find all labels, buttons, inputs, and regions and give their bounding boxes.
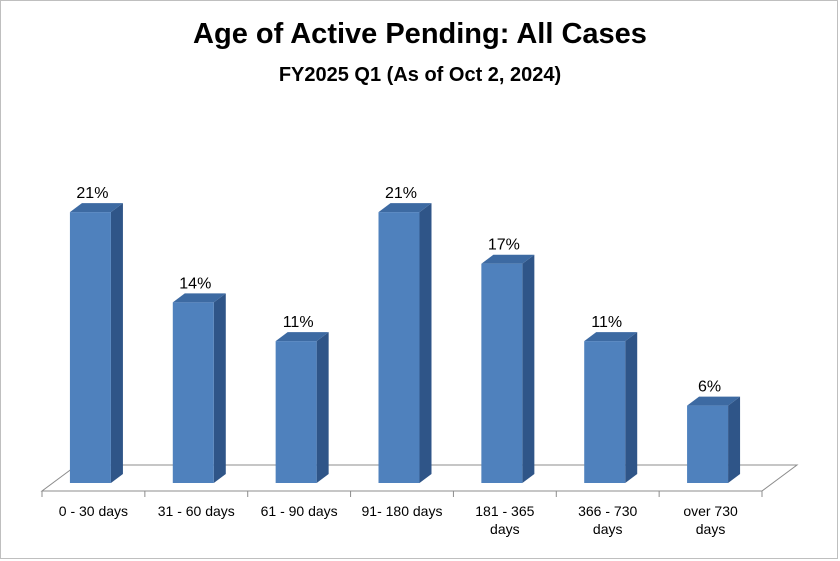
chart-title: Age of Active Pending: All Cases <box>193 18 647 50</box>
bar-4 <box>481 263 523 483</box>
bar-top-3 <box>378 203 432 213</box>
bar-6 <box>687 405 729 483</box>
bar-side-5 <box>625 332 638 483</box>
data-label-0: 21% <box>76 185 108 202</box>
data-label-1: 14% <box>179 275 211 292</box>
chart-floor <box>40 464 799 492</box>
data-label-6: 6% <box>698 379 721 396</box>
bar-1 <box>172 302 214 483</box>
bar-top-0 <box>69 203 123 213</box>
category-label-1: 31 - 60 days <box>146 502 246 520</box>
bar-top-5 <box>584 332 638 342</box>
category-label-4: 181 - 365 days <box>455 502 555 538</box>
category-label-line: 31 - 60 days <box>157 503 235 519</box>
chart-subtitle: FY2025 Q1 (As of Oct 2, 2024) <box>278 64 562 86</box>
category-label-3: 91- 180 days <box>352 502 452 520</box>
bar-2 <box>275 341 317 483</box>
category-label-line: 181 - 365 <box>475 503 535 519</box>
category-label-line: 366 - 730 <box>578 503 638 519</box>
bar-side-3 <box>419 203 432 483</box>
category-label-5: 366 - 730 days <box>558 502 658 538</box>
category-label-line: 0 - 30 days <box>58 503 129 519</box>
bar-top-6 <box>687 396 741 406</box>
data-label-4: 17% <box>488 237 520 254</box>
category-label-2: 61 - 90 days <box>249 502 349 520</box>
bar-top-1 <box>172 293 226 303</box>
bar-top-2 <box>275 332 329 342</box>
bar-side-2 <box>316 332 329 483</box>
category-label-line: over 730 <box>683 503 738 519</box>
bar-side-6 <box>728 396 741 483</box>
bar-side-4 <box>522 254 535 483</box>
bar-3 <box>378 212 420 483</box>
bar-0 <box>69 212 111 483</box>
category-label-6: over 730 days <box>661 502 761 538</box>
category-label-line: days <box>695 521 726 537</box>
category-label-line: days <box>490 521 520 537</box>
bar-side-0 <box>110 203 123 483</box>
data-label-5: 11% <box>591 314 622 331</box>
category-label-line: 61 - 90 days <box>260 503 338 519</box>
category-label-0: 0 - 30 days <box>43 502 143 520</box>
category-label-line: 91- 180 days <box>361 503 443 519</box>
data-label-2: 11% <box>283 314 314 331</box>
data-label-3: 21% <box>385 185 417 202</box>
bar-5 <box>584 341 626 483</box>
bar-side-1 <box>213 293 226 483</box>
bar-top-4 <box>481 254 535 264</box>
category-label-line: days <box>592 521 623 537</box>
